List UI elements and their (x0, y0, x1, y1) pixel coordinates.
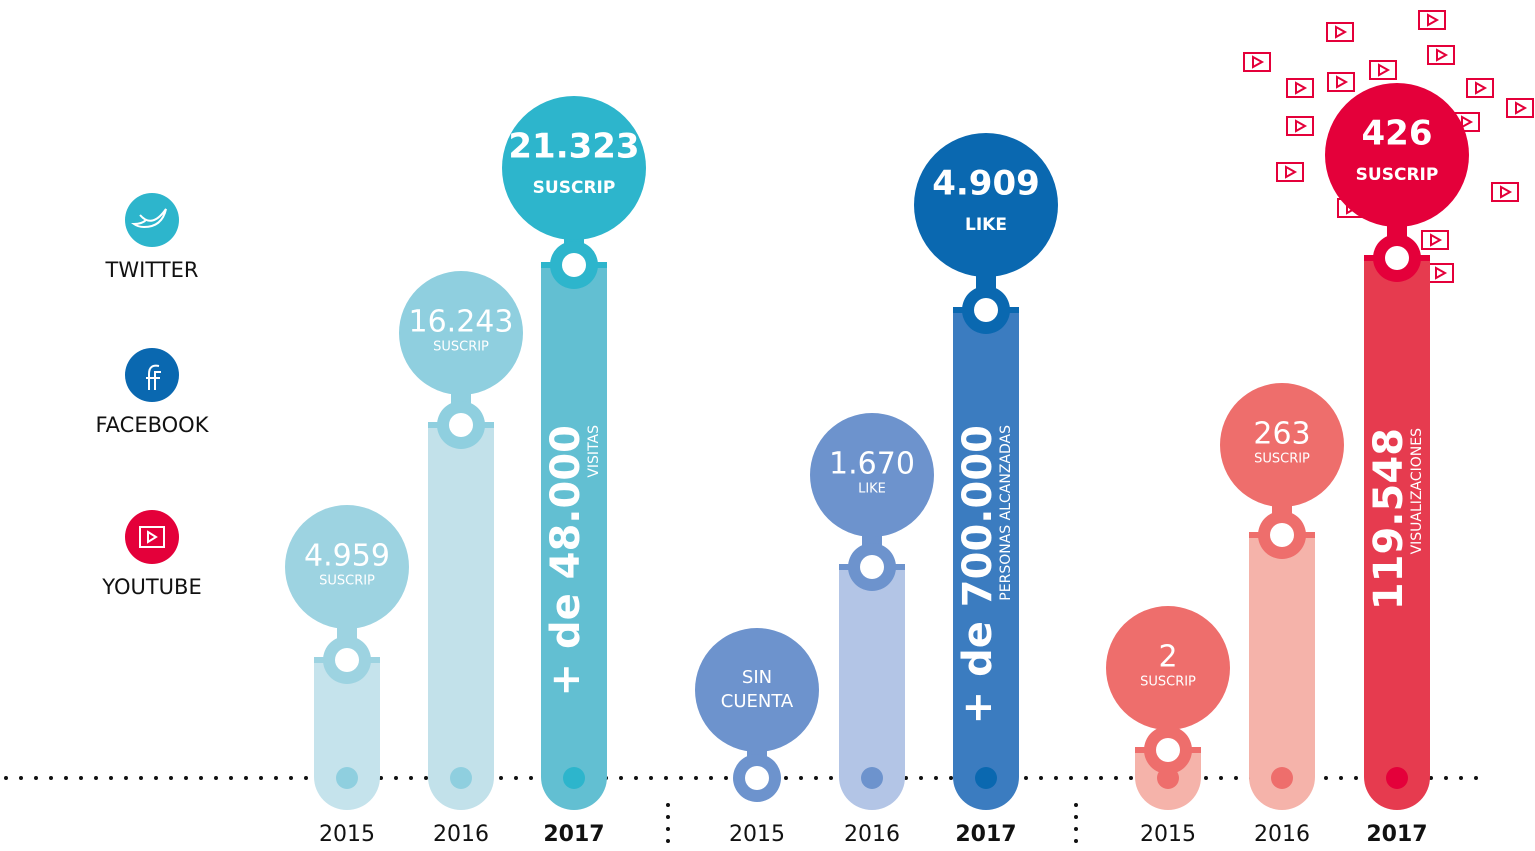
youtube-deco (1436, 268, 1445, 278)
total-unit: VISUALIZACIONES (1409, 428, 1425, 555)
bubble-hole (335, 648, 359, 672)
bubble (914, 133, 1058, 277)
youtube-deco (1244, 53, 1270, 71)
youtube-deco (1277, 163, 1303, 181)
bubble-hole (860, 555, 884, 579)
youtube-deco (1467, 79, 1493, 97)
bubble-unit: LIKE (965, 215, 1007, 235)
total-unit: VISITAS (586, 425, 602, 478)
youtube-deco (1437, 50, 1446, 60)
year-label: 2015 (729, 822, 785, 847)
bubble-value: 4.959 (304, 539, 390, 574)
bar-dot (563, 767, 585, 789)
legend-label: TWITTER (105, 258, 199, 282)
bubble-hole (745, 766, 769, 790)
youtube-deco (1428, 15, 1437, 25)
bar-dot (336, 767, 358, 789)
bubble (502, 96, 646, 240)
bubble-value: 21.323 (508, 127, 639, 167)
total-value: + de 700.000 (955, 425, 1001, 724)
legend-label: YOUTUBE (101, 575, 201, 599)
youtube-deco (1427, 264, 1453, 282)
bubble-unit: SUSCRIP (433, 340, 489, 355)
youtube-deco (1328, 73, 1354, 91)
total-unit: PERSONAS ALCANZADAS (998, 425, 1014, 601)
bar-dot (975, 767, 997, 789)
youtube-deco (1431, 235, 1440, 245)
youtube-deco (1428, 46, 1454, 64)
legend: TWITTER FACEBOOK YOUTUBE (96, 193, 210, 599)
youtube-deco (1327, 23, 1353, 41)
total-value: 119.548 (1366, 428, 1412, 610)
bar-dot (450, 767, 472, 789)
bubble-unit: SUSCRIP (533, 178, 616, 198)
youtube-deco (1516, 103, 1525, 113)
youtube-deco (1253, 57, 1262, 67)
bubble-value: 1.670 (829, 447, 915, 482)
bubble-hole (974, 298, 998, 322)
youtube-deco (1296, 83, 1305, 93)
bar-dot (1386, 767, 1408, 789)
youtube-deco (1379, 65, 1388, 75)
youtube-deco (1287, 79, 1313, 97)
bubble-hole (1385, 246, 1409, 270)
year-label: 2017 (543, 822, 604, 847)
bubble-value: 426 (1362, 114, 1433, 154)
bubble (1325, 83, 1469, 227)
bar (428, 425, 494, 810)
legend-label: FACEBOOK (96, 413, 210, 437)
bubble-value: 4.909 (932, 164, 1040, 204)
bubble (695, 628, 819, 752)
year-label: 2016 (1254, 822, 1310, 847)
youtube-deco (1422, 231, 1448, 249)
youtube-icon (125, 510, 179, 564)
bubble-unit: SUSCRIP (1140, 675, 1196, 690)
infographic: TWITTER FACEBOOK YOUTUBE 4.959SUSCRIP201… (0, 0, 1535, 851)
youtube-deco (1287, 117, 1313, 135)
youtube-deco (1336, 27, 1345, 37)
year-label: 2015 (319, 822, 375, 847)
youtube-deco (1476, 83, 1485, 93)
youtube-deco (1507, 99, 1533, 117)
youtube-deco (1286, 167, 1295, 177)
bubble-unit: LIKE (858, 482, 886, 497)
bubble-unit: SUSCRIP (1356, 165, 1439, 185)
youtube-deco (1462, 117, 1471, 127)
year-label: 2017 (955, 822, 1016, 847)
youtube-deco (1337, 77, 1346, 87)
bubble-value: SIN (742, 667, 772, 688)
youtube-deco (1370, 61, 1396, 79)
year-label: 2017 (1366, 822, 1427, 847)
youtube-deco (1501, 187, 1510, 197)
bubble-value: 263 (1253, 417, 1310, 452)
bubble-hole (562, 253, 586, 277)
bubble-hole (1270, 523, 1294, 547)
youtube-deco (1296, 121, 1305, 131)
youtube-deco (1492, 183, 1518, 201)
facebook-icon (125, 348, 179, 402)
year-label: 2015 (1140, 822, 1196, 847)
bubble-value: 2 (1158, 640, 1177, 675)
bubble-value: 16.243 (409, 305, 514, 340)
bubble-hole (449, 413, 473, 437)
bar-dot (1271, 767, 1293, 789)
bubble-unit: CUENTA (721, 691, 794, 712)
year-label: 2016 (433, 822, 489, 847)
bubble-unit: SUSCRIP (1254, 452, 1310, 467)
total-value: + de 48.000 (543, 425, 589, 696)
year-label: 2016 (844, 822, 900, 847)
youtube-deco (1419, 11, 1445, 29)
bubble-unit: SUSCRIP (319, 574, 375, 589)
bubble-hole (1156, 738, 1180, 762)
bar-dot (861, 767, 883, 789)
